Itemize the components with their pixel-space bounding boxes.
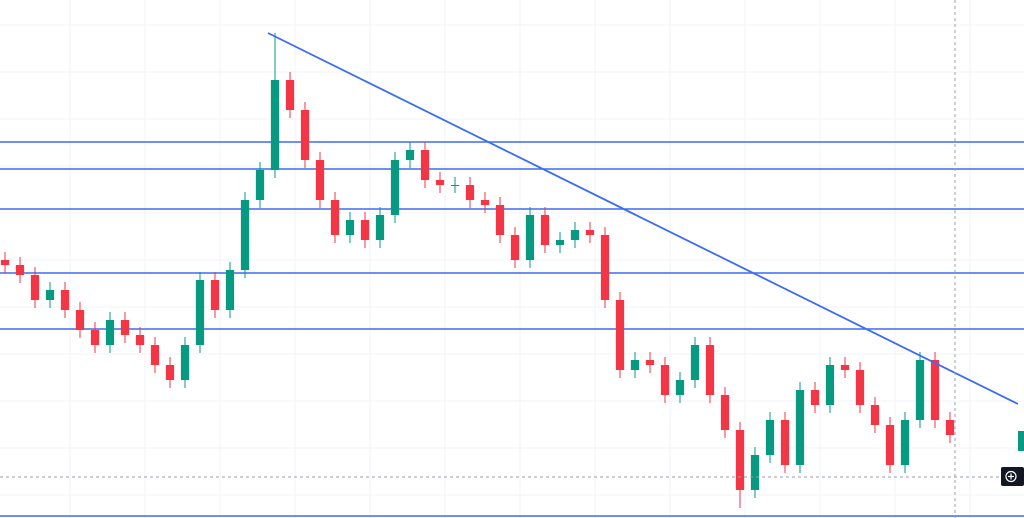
- candle-body: [825, 365, 835, 405]
- candle-body: [585, 230, 595, 235]
- candle-body: [660, 365, 670, 395]
- candle-body: [240, 200, 250, 270]
- candle-body: [780, 420, 790, 465]
- candle-body: [435, 180, 445, 185]
- candle-body: [15, 265, 25, 275]
- candle-body: [525, 215, 535, 260]
- candle-body: [900, 420, 910, 465]
- candle-body: [270, 80, 280, 170]
- candle-body: [855, 370, 865, 405]
- candle-body: [690, 345, 700, 380]
- candle-body: [675, 380, 685, 395]
- candle-body: [480, 200, 490, 205]
- candle-body: [105, 320, 115, 345]
- candle-body: [210, 280, 220, 310]
- candle-body: [285, 80, 295, 110]
- candle-body: [810, 390, 820, 405]
- candle-body: [765, 420, 775, 455]
- candle-body: [165, 365, 175, 380]
- candle-body: [885, 425, 895, 465]
- candle-body: [90, 330, 100, 345]
- candle-body: [150, 345, 160, 365]
- candle-body: [720, 395, 730, 430]
- candle-body: [255, 170, 265, 200]
- candle-body: [180, 345, 190, 380]
- plus-circle: [1005, 470, 1017, 483]
- candle-body: [510, 235, 520, 260]
- candle-body: [345, 220, 355, 235]
- candle-body: [705, 345, 715, 395]
- candle-body: [330, 200, 340, 235]
- candle-body: [945, 420, 955, 435]
- candle-body: [0, 260, 10, 265]
- candle-body: [915, 360, 925, 420]
- candle-body: [195, 280, 205, 345]
- candle-body: [300, 110, 310, 160]
- candle-body: [135, 335, 145, 345]
- candle-body: [465, 185, 475, 200]
- crosshair-add-button[interactable]: [1001, 467, 1024, 486]
- candle-body: [495, 205, 505, 235]
- candle-body: [540, 215, 550, 245]
- candle-body: [630, 360, 640, 370]
- candle-body: [30, 275, 40, 300]
- candle-body: [375, 215, 385, 240]
- candle-body: [930, 360, 940, 420]
- candle-body: [120, 320, 130, 335]
- candle-body: [840, 365, 850, 370]
- candle-body: [45, 290, 55, 300]
- candle-body: [450, 185, 460, 186]
- candle-body: [225, 270, 235, 310]
- candle-body: [570, 230, 580, 240]
- candle-body: [390, 160, 400, 215]
- candle-body: [735, 430, 745, 490]
- candle-body: [600, 235, 610, 300]
- candle-body: [75, 310, 85, 330]
- candle-body: [870, 405, 880, 425]
- candle-body: [315, 160, 325, 200]
- candle-body: [405, 150, 415, 160]
- candle-body: [750, 455, 760, 490]
- price-marker: [1018, 431, 1024, 451]
- candle-body: [795, 390, 805, 465]
- candle-body: [615, 300, 625, 370]
- candle-body: [360, 220, 370, 240]
- candle-body: [645, 360, 655, 365]
- candle-body: [420, 150, 430, 180]
- plot-area: [0, 32, 1024, 517]
- candle-body: [60, 290, 70, 310]
- candle-body: [555, 240, 565, 245]
- trend-line: [267, 32, 1019, 405]
